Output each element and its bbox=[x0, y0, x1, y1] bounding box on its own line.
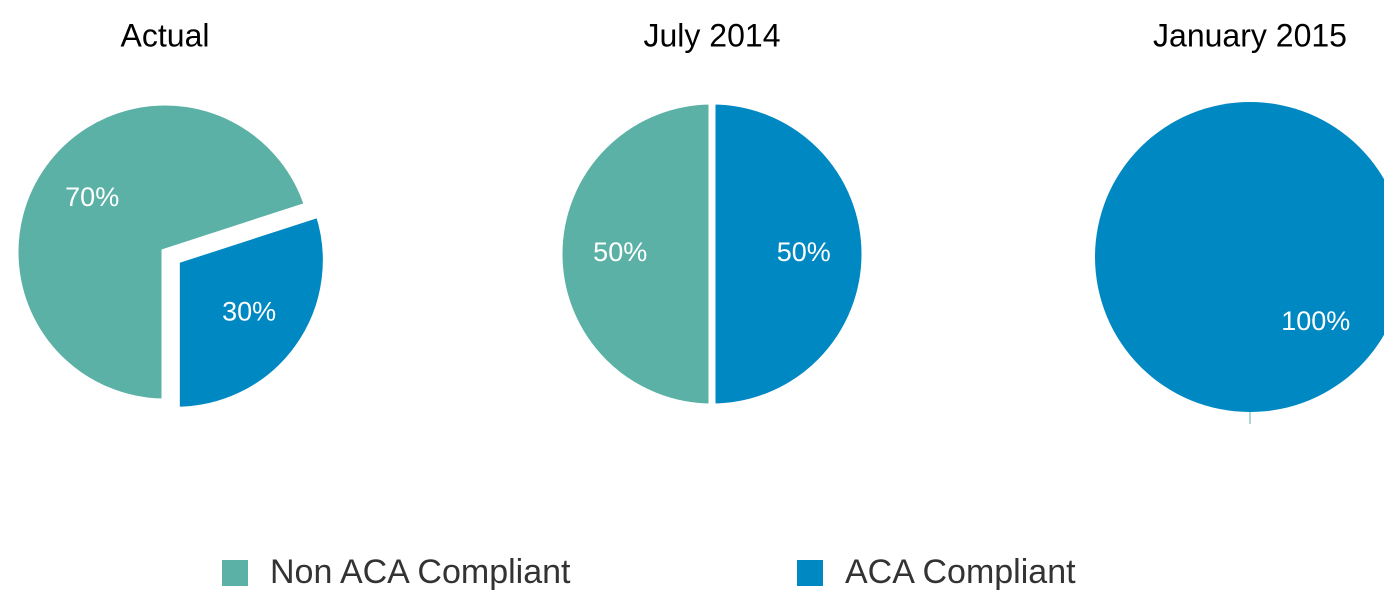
chart-title: July 2014 bbox=[644, 17, 781, 53]
legend-label: ACA Compliant bbox=[845, 553, 1076, 591]
value-label: 100% bbox=[1281, 306, 1350, 336]
value-label: 50% bbox=[777, 237, 831, 267]
pie-slice bbox=[172, 209, 330, 414]
value-label: 70% bbox=[65, 182, 119, 212]
legend-swatch bbox=[222, 560, 248, 586]
value-label: 50% bbox=[593, 237, 647, 267]
pie-slice bbox=[555, 97, 716, 411]
pie-slice bbox=[708, 97, 869, 411]
value-label: 30% bbox=[222, 296, 276, 326]
legend-label: Non ACA Compliant bbox=[270, 553, 571, 591]
pie-slice bbox=[1095, 102, 1384, 412]
legend-swatch bbox=[797, 560, 823, 586]
pie-slice bbox=[11, 98, 313, 406]
chart-title: Actual bbox=[121, 17, 210, 53]
chart-title: January 2015 bbox=[1153, 17, 1347, 53]
